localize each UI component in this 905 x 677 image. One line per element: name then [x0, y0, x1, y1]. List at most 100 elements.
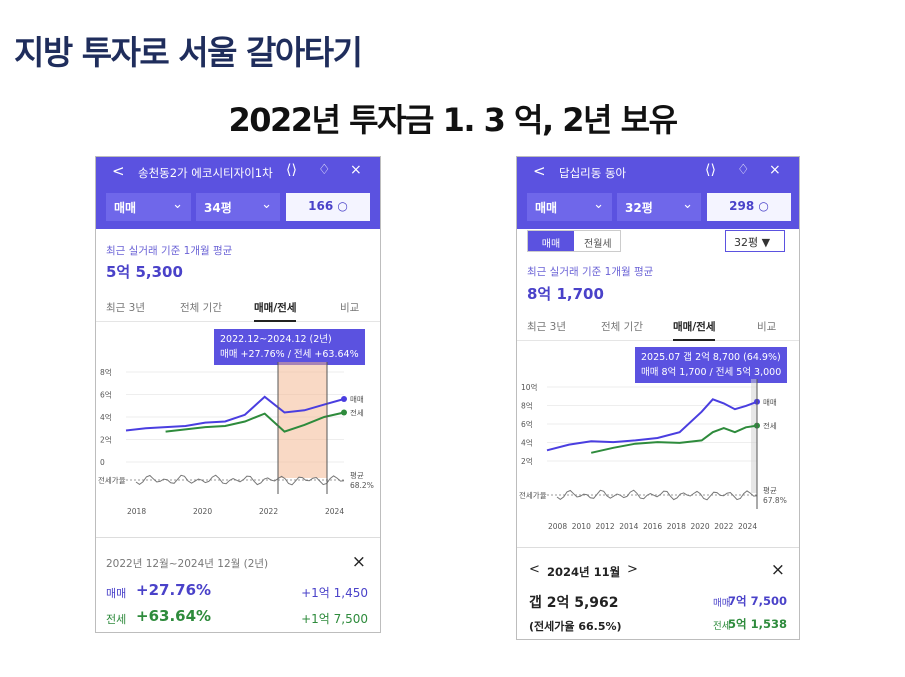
y-tick-label: 6억: [521, 420, 533, 429]
x-tick-label: 2018: [667, 522, 686, 531]
tab-recent-3y[interactable]: 최근 3년: [527, 321, 566, 333]
close-icon[interactable]: ×: [769, 162, 781, 178]
right-phone-screenshot: < 답십리동 동아 ⟨⟩ ♢ × 매매 ⌄ 32평 ⌄ 298 ○ 매매 전월세 3…: [516, 156, 800, 640]
size-select[interactable]: 32평 ⌄: [617, 193, 701, 221]
y-tick-label: 6억: [100, 391, 112, 400]
ratio-label: 전세가율: [519, 490, 547, 500]
series-label-sale: 매매: [763, 398, 777, 407]
jeonse-amount: 5억 1,538: [728, 617, 787, 631]
period-tabs: 최근 3년 전체 기간 매매/전세 비교: [517, 317, 799, 341]
segment-rent[interactable]: 전월세: [584, 239, 612, 250]
series-end-point: [341, 409, 347, 416]
comment-count-button[interactable]: 298 ○: [707, 193, 791, 221]
y-tick-label: 2억: [100, 436, 112, 445]
tab-all-period[interactable]: 전체 기간: [601, 321, 643, 333]
chevron-down-icon: ⌄: [682, 197, 693, 212]
x-tick-label: 2020: [193, 507, 212, 516]
jeonse-pct: +63.64%: [136, 607, 212, 625]
y-tick-label: 4억: [521, 439, 533, 448]
tab-recent-3y[interactable]: 최근 3년: [106, 302, 145, 314]
series-label-sale: 매매: [350, 395, 364, 404]
ratio-avg-value: 68.2%: [350, 481, 374, 490]
apartment-title: 송천동2가 에코시티자이1차: [138, 166, 273, 180]
ratio-label: 전세가율: [98, 475, 126, 485]
ratio-avg-value: 67.8%: [763, 496, 787, 505]
chart-tooltip: 2025.07 갭 2억 8,700 (64.9%) 매매 8억 1,700 /…: [635, 347, 788, 383]
jeonse-label: 전세: [106, 613, 127, 626]
x-tick-label: 2016: [643, 522, 662, 531]
x-tick-label: 2022: [259, 507, 278, 516]
price-chart[interactable]: 10억 8억 6억 4억 2억 2008 2010 2012 2014 2016 2018 2020 2…: [517, 379, 800, 539]
filter-bar: 매매 ⌄ 32평 ⌄ 298 ○: [517, 187, 799, 229]
tab-sale-jeonse[interactable]: 매매/전세: [673, 319, 716, 341]
jeonse-label: 전세: [713, 621, 731, 632]
next-month-icon[interactable]: >: [627, 562, 638, 577]
y-tick-label: 0: [100, 458, 105, 467]
sale-amount: 7억 7,500: [728, 594, 787, 608]
y-tick-label: 8억: [521, 402, 533, 411]
close-icon[interactable]: ×: [351, 552, 366, 572]
selection-band: [751, 379, 757, 493]
bell-icon[interactable]: ♢: [318, 162, 331, 178]
size-dropdown[interactable]: 32평 ▼: [725, 230, 785, 252]
sale-pct: +27.76%: [136, 581, 212, 599]
comment-icon: ○: [758, 199, 769, 213]
avg-price: 8억 1,700: [527, 285, 604, 303]
tab-sale-jeonse[interactable]: 매매/전세: [254, 300, 297, 322]
app-header: < 답십리동 동아 ⟨⟩ ♢ ×: [517, 157, 799, 187]
period-text: 2022년 12월~2024년 12월 (2년): [106, 558, 269, 570]
share-icon[interactable]: ⟨⟩: [705, 162, 716, 178]
ratio-avg-label: 평균: [350, 470, 364, 480]
back-icon[interactable]: <: [533, 162, 546, 180]
y-tick-label: 8억: [100, 368, 112, 377]
y-tick-label: 4억: [100, 413, 112, 422]
chevron-down-icon: ⌄: [172, 197, 183, 212]
trade-type-select[interactable]: 매매 ⌄: [527, 193, 612, 221]
series-line-sale: [546, 398, 758, 452]
chevron-down-icon: ⌄: [261, 197, 272, 212]
share-icon[interactable]: ⟨⟩: [286, 162, 297, 178]
series-end-point: [341, 396, 347, 402]
tab-compare[interactable]: 비교: [757, 321, 777, 333]
series-label-jeonse: 전세: [350, 408, 364, 418]
filter-bar: 매매 ⌄ 34평 ⌄ 166 ○: [96, 187, 380, 229]
comment-count-button[interactable]: 166 ○: [286, 193, 370, 221]
bell-icon[interactable]: ♢: [737, 162, 750, 178]
prev-month-icon[interactable]: <: [529, 562, 540, 577]
jeonse-amount: +1억 7,500: [301, 612, 368, 626]
x-tick-label: 2010: [572, 522, 591, 531]
range-summary-panel: 2022년 12월~2024년 12월 (2년) × 매매 +27.76% +1…: [96, 537, 380, 632]
close-icon[interactable]: ×: [350, 162, 362, 178]
avg-price: 5억 5,300: [106, 263, 183, 281]
close-icon[interactable]: ×: [770, 560, 785, 580]
sale-label: 매매: [713, 598, 731, 609]
trade-type-select[interactable]: 매매 ⌄: [106, 193, 191, 221]
x-tick-label: 2024: [325, 507, 344, 516]
y-tick-label: 10억: [521, 383, 537, 392]
tab-compare[interactable]: 비교: [340, 302, 360, 314]
x-tick-label: 2018: [127, 507, 146, 516]
sale-label: 매매: [106, 587, 127, 600]
size-select[interactable]: 34평 ⌄: [196, 193, 280, 221]
chevron-down-icon: ⌄: [593, 197, 604, 212]
left-phone-screenshot: < 송천동2가 에코시티자이1차 ⟨⟩ ♢ × 매매 ⌄ 34평 ⌄ 166 ○ 최…: [95, 156, 381, 633]
jeonse-ratio: (전세가율 66.5%): [529, 620, 622, 633]
tab-all-period[interactable]: 전체 기간: [180, 302, 222, 314]
series-line-sale: [125, 395, 345, 432]
gap-amount: 갭 2억 5,962: [529, 595, 619, 611]
x-tick-label: 2014: [619, 522, 638, 531]
selection-band: [278, 362, 327, 478]
comment-icon: ○: [337, 199, 348, 213]
slide-title: 지방 투자로 서울 갈아타기: [14, 33, 363, 72]
series-line-jeonse: [590, 424, 758, 454]
ratio-line: [135, 474, 345, 486]
month-label: 2024년 11월: [547, 565, 621, 579]
ratio-line: [556, 489, 758, 501]
sale-amount: +1억 1,450: [301, 586, 368, 600]
x-tick-label: 2024: [738, 522, 757, 531]
x-tick-label: 2008: [548, 522, 567, 531]
segment-sale[interactable]: 매매: [528, 231, 574, 251]
back-icon[interactable]: <: [112, 162, 125, 180]
slide-subtitle: 2022년 투자금 1. 3 억, 2년 보유: [228, 101, 678, 139]
